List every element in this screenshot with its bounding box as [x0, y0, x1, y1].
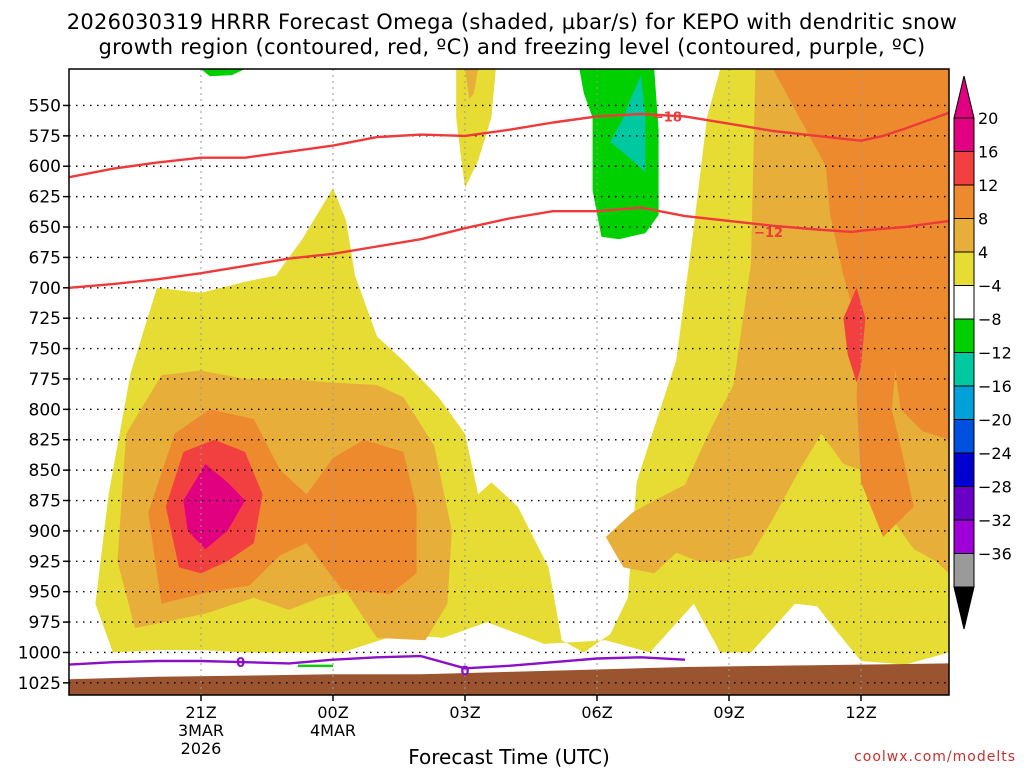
contour-line-0 [69, 111, 949, 179]
y-tick-label-1025: 1025 [18, 674, 61, 694]
contour-line-1 [69, 206, 949, 289]
omega-region-1 [456, 69, 496, 189]
colorbar-label-12: −32 [978, 511, 1012, 530]
x-tick-date-21Z: 3MAR [178, 721, 224, 740]
omega-region-7 [856, 239, 914, 537]
y-axis-ticks: 550 575 600 625 650 675 700 725 750 775 800 825 850 8… [18, 96, 69, 694]
omega-region-10 [183, 464, 245, 550]
colorbar: 20 16 12 8 4 −4 −8 −12 −16 −20 −24 −28 −32 −36 [953, 75, 1012, 630]
y-tick-label-650: 650 [29, 218, 61, 238]
x-tick-label-21Z: 21Z [185, 703, 216, 722]
y-tick-label-875: 875 [29, 492, 61, 512]
y-tick-label-1000: 1000 [18, 643, 61, 663]
colorbar-swatch-6 [953, 318, 975, 353]
colorbar-swatch-2 [953, 184, 975, 219]
x-tick-date-00Z: 4MAR [310, 721, 356, 740]
omega-region-4 [465, 69, 479, 100]
colorbar-label-8: −16 [978, 377, 1012, 396]
omega-region-9 [843, 287, 866, 383]
colorbar-label-1: 16 [978, 143, 998, 162]
y-tick-label-825: 825 [29, 431, 61, 451]
y-tick-label-725: 725 [29, 309, 61, 329]
contour-label-3: 0 [460, 665, 469, 680]
contour-label-2: 0 [236, 656, 245, 671]
y-tick-label-625: 625 [29, 188, 61, 208]
y-tick-label-600: 600 [29, 157, 61, 177]
x-tick-year-21Z: 2026 [181, 739, 222, 758]
y-tick-label-775: 775 [29, 370, 61, 390]
colorbar-label-7: −12 [978, 344, 1012, 363]
colorbar-swatch-3 [953, 218, 975, 253]
colorbar-swatch-4 [953, 251, 975, 286]
colorbar-label-9: −20 [978, 411, 1012, 430]
y-tick-label-750: 750 [29, 340, 61, 360]
x-tick-label-00Z: 00Z [317, 703, 348, 722]
y-tick-label-675: 675 [29, 248, 61, 268]
colorbar-label-10: −24 [978, 444, 1012, 463]
y-tick-label-975: 975 [29, 613, 61, 633]
colorbar-swatch-8 [953, 385, 975, 420]
y-tick-label-700: 700 [29, 279, 61, 299]
omega-region-13 [297, 664, 333, 667]
colorbar-label-5: −4 [978, 277, 1002, 296]
colorbar-label-4: 4 [978, 243, 988, 262]
x-tick-label-09Z: 09Z [713, 703, 744, 722]
x-tick-label-12Z: 12Z [845, 703, 876, 722]
colorbar-swatch-9 [953, 419, 975, 454]
y-tick-label-550: 550 [29, 96, 61, 116]
y-tick-label-950: 950 [29, 583, 61, 603]
omega-region-14 [610, 75, 646, 173]
time-gridlines [200, 69, 862, 695]
x-axis-label: Forecast Time (UTC) [408, 745, 610, 768]
colorbar-bottom-arrow [953, 586, 975, 630]
x-tick-label-03Z: 03Z [449, 703, 480, 722]
contour-label-1: −12 [754, 226, 783, 241]
y-tick-label-575: 575 [29, 127, 61, 147]
contour-label-0: −18 [653, 110, 682, 125]
colorbar-swatch-0 [953, 117, 975, 152]
colorbar-swatch-1 [953, 151, 975, 186]
colorbar-swatch-10 [953, 452, 975, 487]
contour-lines [69, 111, 949, 670]
omega-region-6 [773, 69, 949, 440]
y-tick-label-900: 900 [29, 522, 61, 542]
y-tick-label-850: 850 [29, 461, 61, 481]
colorbar-label-13: −36 [978, 545, 1012, 564]
colorbar-swatch-12 [953, 519, 975, 554]
x-tick-label-06Z: 06Z [581, 703, 612, 722]
shaded-regions [69, 69, 949, 695]
colorbar-top-arrow [953, 75, 975, 119]
colorbar-label-2: 12 [978, 176, 998, 195]
y-tick-label-800: 800 [29, 400, 61, 420]
chart-title-line-2: growth region (contoured, red, ºC) and f… [98, 35, 926, 59]
colorbar-label-0: 20 [978, 109, 998, 128]
colorbar-swatch-11 [953, 486, 975, 521]
colorbar-swatch-5 [953, 285, 975, 320]
omega-region-11 [201, 69, 245, 77]
colorbar-label-3: 8 [978, 210, 988, 229]
colorbar-label-6: −8 [978, 310, 1002, 329]
contour-labels: −18 −12 0 0 [236, 110, 783, 680]
chart-title-line-1: 2026030319 HRRR Forecast Omega (shaded, … [66, 10, 958, 34]
y-tick-label-925: 925 [29, 552, 61, 572]
colorbar-swatch-7 [953, 352, 975, 387]
colorbar-swatch-13 [953, 553, 975, 588]
contour-line-2 [69, 654, 686, 670]
colorbar-label-11: −28 [978, 478, 1012, 497]
credit-text: coolwx.com/modelts [854, 749, 1016, 765]
plot-frame [68, 68, 950, 696]
